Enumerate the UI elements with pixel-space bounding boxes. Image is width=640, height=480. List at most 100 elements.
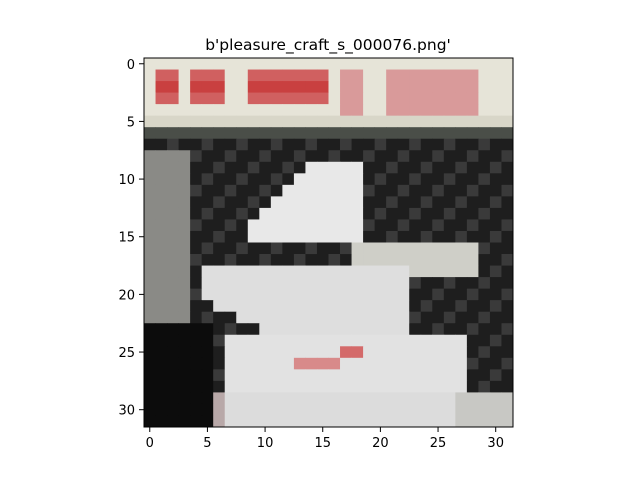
image-pixel — [178, 242, 191, 255]
image-pixel — [420, 380, 433, 393]
image-pixel — [432, 219, 445, 232]
image-pixel — [351, 415, 364, 428]
image-pixel — [397, 58, 410, 70]
image-pixel — [420, 357, 433, 370]
image-pixel — [213, 219, 226, 232]
image-pixel — [409, 369, 422, 382]
image-pixel — [270, 138, 283, 151]
image-pixel — [340, 219, 352, 232]
image-pixel — [293, 127, 306, 140]
image-pixel — [363, 254, 376, 266]
image-pixel — [155, 104, 168, 117]
image-pixel — [328, 230, 341, 243]
image-pixel — [363, 104, 376, 117]
image-pixel — [236, 69, 249, 82]
image-pixel — [455, 369, 468, 382]
image-pixel — [224, 173, 237, 186]
image-pixel — [167, 403, 179, 416]
image-pixel — [478, 265, 491, 278]
image-pixel — [178, 196, 191, 209]
image-pixel — [397, 415, 410, 428]
image-pixel — [259, 242, 272, 255]
image-pixel — [178, 392, 191, 405]
image-pixel — [328, 288, 341, 301]
image-pixel — [351, 81, 364, 93]
image-pixel — [236, 138, 249, 151]
image-pixel — [213, 323, 226, 336]
image-pixel — [351, 369, 364, 382]
image-pixel — [201, 254, 214, 266]
image-pixel — [432, 81, 445, 93]
image-pixel — [178, 346, 191, 359]
image-pixel — [247, 81, 260, 93]
image-pixel — [224, 369, 237, 382]
image-pixel — [489, 254, 502, 266]
image-pixel — [409, 300, 422, 313]
image-pixel — [224, 81, 237, 93]
image-pixel — [190, 173, 203, 186]
image-pixel — [466, 69, 479, 82]
image-pixel — [282, 58, 295, 70]
image-pixel — [259, 369, 272, 382]
image-pixel — [316, 311, 329, 324]
image-pixel — [178, 380, 191, 393]
image-pixel — [363, 138, 376, 151]
image-pixel — [155, 415, 168, 428]
image-pixel — [386, 230, 399, 243]
x-tick-label: 20 — [372, 436, 389, 451]
image-pixel — [374, 403, 387, 416]
image-pixel — [351, 254, 364, 266]
image-pixel — [420, 207, 433, 220]
image-pixel — [293, 300, 306, 313]
image-pixel — [351, 242, 364, 255]
image-pixel — [270, 69, 283, 82]
image-pixel — [247, 369, 260, 382]
image-pixel — [305, 81, 318, 93]
image-pixel — [213, 150, 226, 163]
image-pixel — [351, 69, 364, 82]
image-pixel — [478, 277, 491, 290]
image-pixel — [167, 254, 179, 266]
image-pixel — [351, 230, 364, 243]
image-pixel — [293, 138, 306, 151]
image-pixel — [282, 184, 295, 197]
image-pixel — [328, 254, 341, 266]
image-pixel — [374, 104, 387, 117]
image-pixel — [144, 380, 156, 393]
image-pixel — [282, 403, 295, 416]
image-pixel — [386, 81, 399, 93]
image-pixel — [247, 115, 260, 128]
image-pixel — [340, 265, 352, 278]
image-pixel — [224, 311, 237, 324]
image-pixel — [213, 403, 226, 416]
image-pixel — [144, 415, 156, 428]
image-pixel — [316, 265, 329, 278]
image-pixel — [236, 277, 249, 290]
image-pixel — [478, 69, 491, 82]
image-pixel — [293, 380, 306, 393]
image-pixel — [316, 81, 329, 93]
image-pixel — [397, 207, 410, 220]
image-pixel — [155, 403, 168, 416]
image-pixel — [466, 311, 479, 324]
image-pixel — [409, 346, 422, 359]
image-pixel — [409, 58, 422, 70]
image-pixel — [409, 242, 422, 255]
image-pixel — [328, 415, 341, 428]
image-pixel — [351, 150, 364, 163]
image-pixel — [247, 161, 260, 174]
image-pixel — [190, 230, 203, 243]
image-pixel — [478, 300, 491, 313]
image-pixel — [213, 173, 226, 186]
image-pixel — [466, 173, 479, 186]
image-pixel — [213, 242, 226, 255]
image-pixel — [432, 184, 445, 197]
image-pixel — [432, 161, 445, 174]
image-pixel — [167, 219, 179, 232]
image-pixel — [443, 219, 456, 232]
image-pixel — [155, 311, 168, 324]
image-pixel — [363, 242, 376, 255]
image-pixel — [432, 115, 445, 128]
image-pixel — [432, 369, 445, 382]
image-pixel — [259, 415, 272, 428]
